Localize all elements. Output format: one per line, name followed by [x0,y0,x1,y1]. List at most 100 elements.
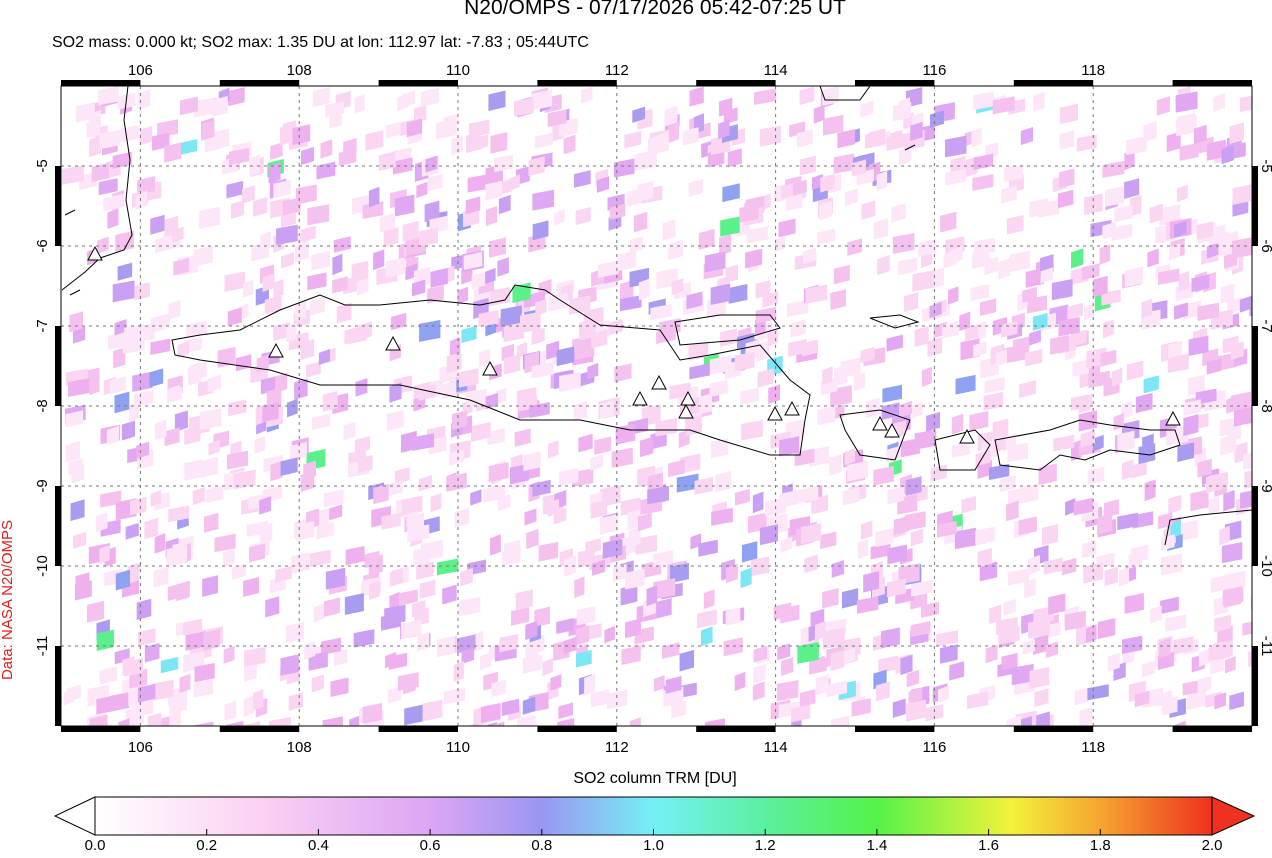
pixel-cell [523,451,541,472]
frame-bar [1172,726,1252,732]
pixel-cell [286,323,297,343]
pixel-cell [242,279,254,299]
pixel-cell [356,277,369,296]
pixel-cell [184,459,203,481]
pixel-cell [122,655,135,676]
pixel-cell [381,512,401,530]
pixel-cell [154,419,167,441]
pixel-cell [427,174,443,192]
pixel-cell [557,717,575,726]
pixel-cell [1221,145,1234,165]
pixel-cell [144,642,160,663]
pixel-cell [1178,270,1190,292]
pixel-cell [281,252,295,269]
volcano [385,335,401,351]
pixel-cell [1048,593,1066,615]
pixel-cell [777,643,791,661]
pixel-cell [604,626,615,644]
pixel-cell [147,712,162,726]
pixel-cell [330,677,349,697]
pixel-cell [275,566,292,583]
pixel-cell [373,249,385,271]
volcano [678,403,694,419]
pixel-cell [1249,300,1252,317]
pixel-cell [223,645,235,664]
pixel-cell [671,700,686,719]
pixel-cell [977,547,992,568]
frame-bar [1013,726,1094,732]
x-tick-label: 110 [446,62,470,79]
pixel-cell [995,349,1008,367]
pixel-cell [1124,266,1144,288]
pixel-cell [99,666,118,685]
pixel-cell [71,463,85,484]
pixel-cell [1003,164,1024,183]
pixel-cell [296,520,315,541]
pixel-cell [905,476,922,497]
pixel-cell [650,304,672,321]
pixel-cell [822,588,839,609]
pixel-cell [470,489,482,506]
pixel-cell [416,181,428,199]
pixel-cell [174,410,188,432]
pixel-cell [136,598,152,621]
pixel-cell [461,647,475,664]
pixel-cell [1036,711,1050,726]
pixel-cell [329,504,343,521]
pixel-cell [307,272,327,291]
frame-bars [55,80,1258,732]
pixel-cell [503,322,524,343]
pixel-cell [599,400,614,420]
pixel-cell [457,286,469,305]
pixel-cell [249,154,260,177]
colorbar-tick-label: 2.0 [1202,837,1223,853]
volcano [651,374,667,390]
pixel-cell [488,90,506,111]
pixel-cell [796,486,819,504]
pixel-cell [1029,666,1050,689]
pixel-cell [1162,696,1178,716]
pixel-cell [912,401,923,419]
pixel-cell [1150,605,1162,624]
pixel-cell [621,645,641,666]
pixel-cell [886,578,906,598]
pixel-cell [625,568,645,590]
y-tick-label: -9 [1258,479,1272,492]
pixel-cell [306,361,321,378]
pixel-cell [1059,103,1079,125]
pixel-cell [627,508,641,531]
pixel-cell [945,168,966,186]
pixel-cell [107,208,119,229]
coast-kalimantan [819,86,871,101]
pixel-cell [270,142,283,160]
pixel-cell [757,368,774,388]
pixel-cell [368,186,380,208]
pixel-cell [454,507,470,528]
pixel-cell [318,349,331,366]
pixel-cell [485,180,502,201]
x-tick-label: 110 [446,739,470,756]
pixel-cell [386,410,404,431]
pixel-cell [1105,185,1125,207]
pixel-cell [498,194,511,215]
pixel-cell [822,627,845,650]
pixel-cell [1208,496,1220,515]
pixel-cell [1251,596,1252,610]
pixel-cell [1079,706,1092,726]
pixel-cell [1198,648,1212,667]
frame-bar [1172,80,1252,86]
pixel-cell [443,687,466,705]
pixel-cell [1248,651,1252,667]
pixel-cell [489,237,506,258]
pixel-cell [273,278,284,299]
pixel-cell [532,479,551,497]
pixel-cell [280,654,299,676]
pixel-cell [1231,391,1251,412]
pixel-cell [837,129,856,149]
pixel-cell [576,606,596,626]
pixel-cell [939,644,958,664]
pixel-cell [228,399,247,417]
pixel-cell [1051,279,1073,301]
pixel-cell [940,211,957,233]
pixel-cell [575,206,591,226]
